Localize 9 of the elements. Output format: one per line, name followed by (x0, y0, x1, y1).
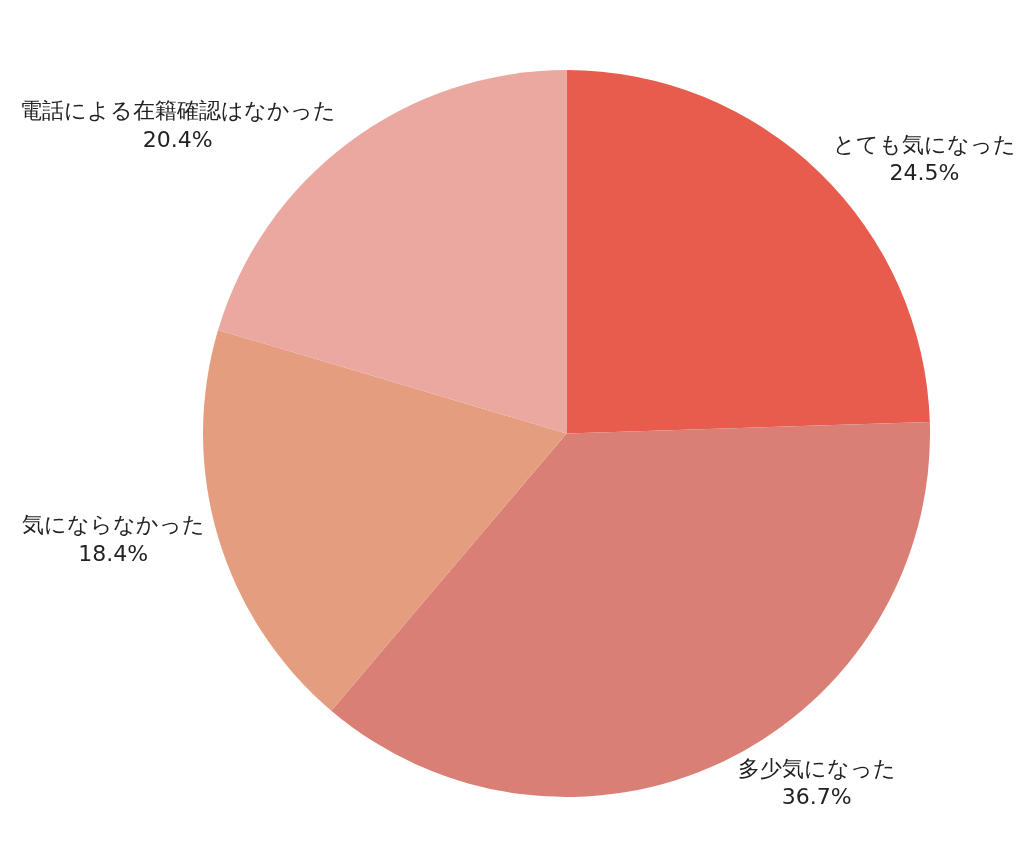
data-label: 18.4% (78, 541, 149, 567)
data-label: 24.5% (889, 160, 960, 186)
data-label: 20.4% (142, 126, 213, 152)
slice-label: 気にならなかった (21, 512, 205, 538)
pie-slice (203, 329, 567, 711)
slice-label: 電話による在籍確認はなかった (19, 98, 336, 124)
slice-label: 多少気になった (737, 755, 896, 781)
data-label: 36.7% (781, 784, 852, 810)
slice-label: とても気になった (832, 131, 1016, 157)
